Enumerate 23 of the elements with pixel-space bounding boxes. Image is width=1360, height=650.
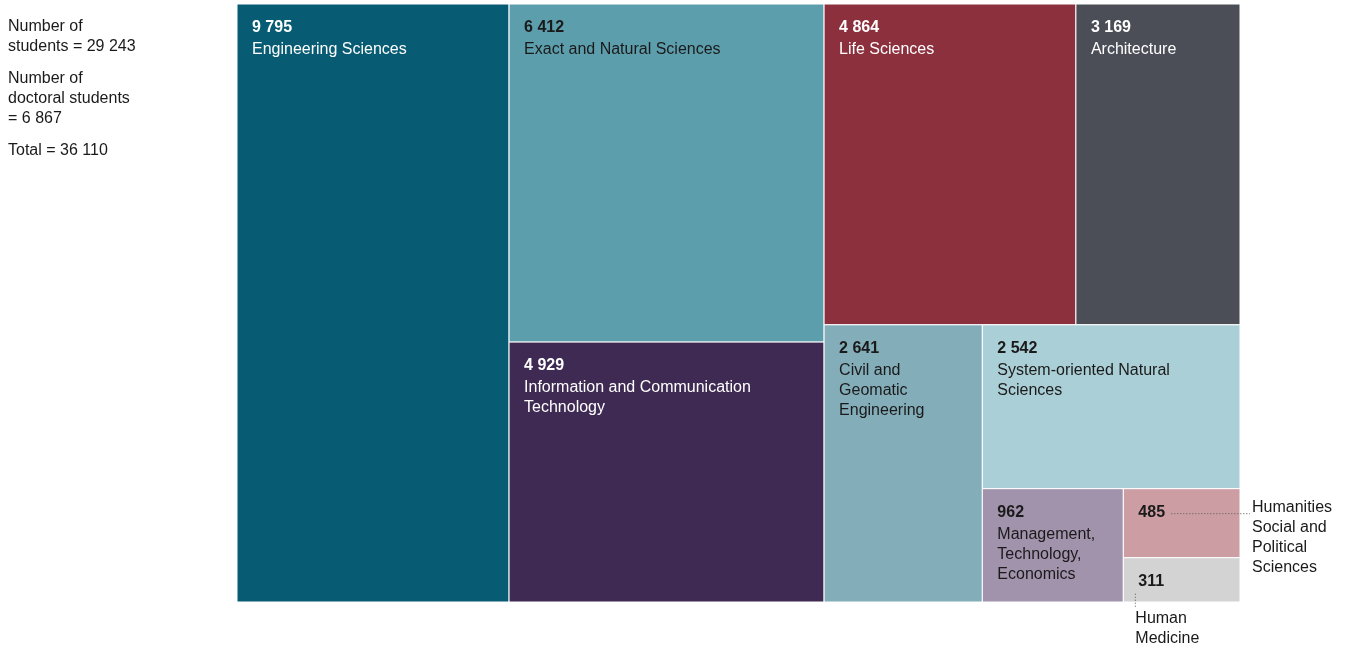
data-label: 485: [1138, 502, 1166, 520]
text: Number of doctoral students = 6 867: [8, 69, 130, 126]
data-label: 3 169: [1090, 18, 1132, 35]
category-label: Exact and Natural Sciences: [524, 40, 721, 57]
category-label: Architecture: [1090, 40, 1177, 57]
data-label: 4 929: [524, 356, 565, 374]
category-label: Humanities Social and Political Sciences: [1252, 497, 1333, 575]
data-label: 2 542: [997, 338, 1038, 356]
data-label: 9 795: [252, 18, 293, 35]
data-label: 2 641: [839, 338, 880, 356]
text: Total = 36 110: [8, 141, 108, 158]
category-label: Engineering Sciences: [252, 40, 407, 57]
category-label: Human Medicine: [1135, 609, 1200, 646]
text: Number of students = 29 243: [8, 17, 136, 54]
category-label: System-oriented Natural Sciences: [997, 360, 1170, 398]
category-label: Civil and Geomatic Engineering: [839, 360, 925, 418]
category-label: Management, Technology, Economics: [997, 524, 1096, 582]
data-label: 311: [1138, 571, 1165, 589]
data-label: 4 864: [839, 18, 880, 35]
data-label: 6 412: [524, 18, 565, 35]
category-label: Life Sciences: [839, 40, 935, 57]
data-label: 962: [997, 502, 1025, 520]
category-label: Information and Communication Technology: [524, 378, 751, 416]
